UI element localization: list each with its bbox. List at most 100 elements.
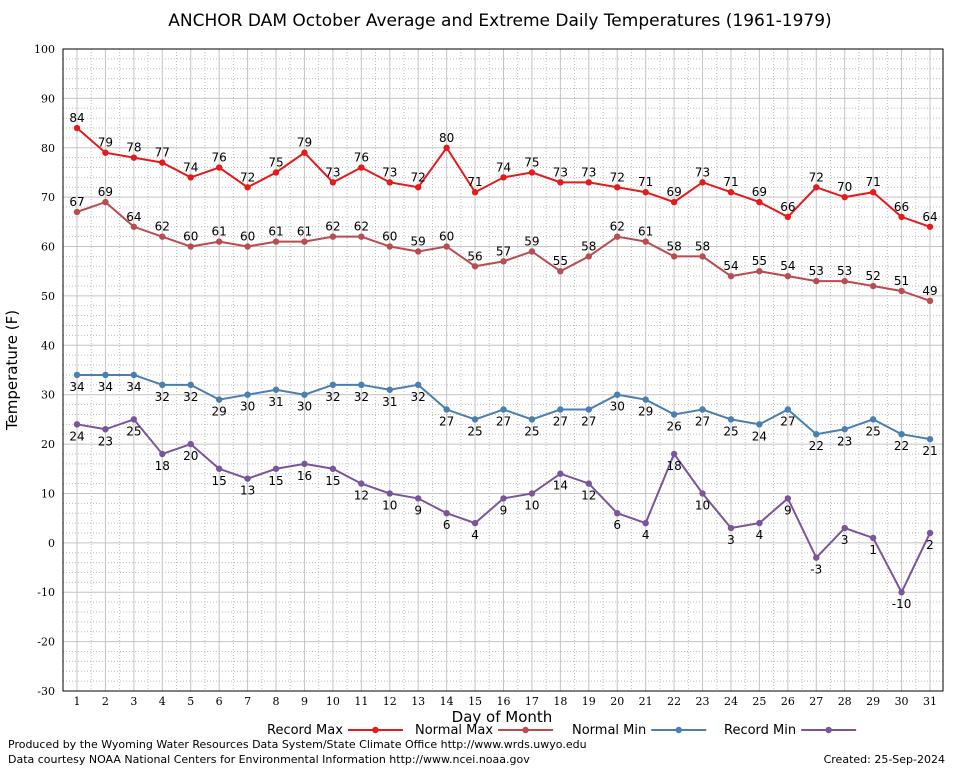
data-label: 9 (784, 503, 792, 517)
x-tick-label: 10 (326, 695, 340, 708)
data-point (614, 184, 621, 191)
data-label: 58 (581, 239, 596, 253)
data-point (841, 277, 848, 285)
data-label: 23 (98, 434, 113, 448)
data-label: 23 (837, 434, 852, 448)
data-point (670, 198, 678, 206)
x-tick-label: 23 (696, 695, 710, 708)
x-tick-label: 27 (809, 695, 823, 708)
data-label: 4 (642, 528, 650, 542)
data-point (272, 465, 280, 472)
data-label: 12 (581, 489, 596, 503)
data-point (926, 435, 934, 443)
data-point (727, 524, 735, 532)
x-axis-ticks: 1 2 3 4 5 6 7 8 9 10 11 12 13 14 15 16 17 18 19 20 21 22 23 24 2… (74, 695, 938, 708)
data-label: 27 (496, 415, 511, 429)
data-label: 54 (780, 259, 795, 273)
data-label: 34 (98, 380, 113, 394)
data-label: 32 (183, 390, 198, 404)
legend-swatch-marker (372, 726, 379, 734)
data-point (301, 238, 308, 245)
data-label: 60 (382, 230, 397, 244)
x-tick-label: 28 (838, 695, 852, 708)
data-point (500, 174, 507, 181)
data-point (159, 233, 166, 240)
x-tick-label: 6 (216, 695, 223, 708)
data-point (386, 490, 393, 497)
x-tick-label: 14 (440, 695, 454, 708)
x-tick-label: 16 (497, 695, 511, 708)
data-label: 62 (325, 220, 340, 234)
footer-created: Created: 25-Sep-2024 (824, 753, 945, 766)
x-tick-label: 3 (130, 695, 137, 708)
data-label: 29 (638, 405, 653, 419)
data-point (614, 233, 621, 240)
data-label: 49 (922, 284, 937, 298)
data-point (102, 149, 109, 156)
data-point (215, 396, 223, 403)
data-point (813, 431, 820, 438)
y-tick-label: 50 (41, 290, 55, 303)
data-label: 27 (695, 415, 710, 429)
data-label: 3 (841, 533, 849, 547)
x-tick-label: 1 (74, 695, 81, 708)
data-point (813, 184, 820, 191)
data-point (329, 381, 337, 389)
x-tick-label: 15 (468, 695, 482, 708)
data-label: 25 (524, 424, 539, 438)
data-label: 21 (922, 444, 937, 458)
data-label: 71 (723, 175, 738, 189)
data-point (898, 589, 905, 596)
data-label: 30 (610, 400, 625, 414)
data-point (471, 519, 479, 527)
data-point (358, 233, 365, 240)
data-point (244, 184, 251, 191)
plot-frame (62, 48, 944, 692)
data-label: 18 (155, 459, 170, 473)
x-tick-label: 11 (354, 695, 368, 708)
y-tick-label: 70 (41, 191, 55, 204)
data-point (585, 406, 592, 413)
data-label: 60 (240, 230, 255, 244)
data-point (415, 248, 422, 255)
data-point (415, 184, 422, 191)
data-label: 24 (69, 429, 84, 443)
data-point (329, 233, 337, 240)
data-point (159, 159, 166, 166)
data-label: 74 (496, 160, 511, 174)
data-point (557, 470, 564, 477)
footer-produced-by: Produced by the Wyoming Water Resources … (8, 738, 587, 751)
data-point (443, 406, 450, 413)
data-label: 15 (325, 474, 340, 488)
data-label: 79 (98, 136, 113, 150)
x-tick-label: 25 (752, 695, 766, 708)
data-point (386, 386, 393, 393)
y-axis-ticks: -30 -20 -10 0 10 20 30 40 50 60 70 80 90 100 (34, 43, 55, 698)
data-label: 78 (126, 141, 141, 155)
data-point (727, 416, 735, 423)
data-point (699, 253, 706, 260)
data-point (841, 193, 848, 201)
series-layer: 84 79 78 77 74 76 72 75 79 73 76 73 72 80 71 74 75 73 73 72… (69, 111, 937, 611)
data-label: 54 (723, 259, 738, 273)
data-point (642, 238, 649, 245)
data-label: 59 (411, 234, 426, 248)
data-point (187, 174, 194, 181)
data-point (215, 465, 223, 472)
data-point (187, 440, 194, 448)
data-label: 55 (553, 254, 568, 268)
data-point (159, 381, 166, 389)
data-label: 73 (695, 165, 710, 179)
data-label: 27 (780, 415, 795, 429)
data-point (215, 164, 223, 171)
data-point (358, 164, 365, 171)
data-point (869, 189, 877, 196)
data-label: 61 (297, 225, 312, 239)
data-label: 64 (922, 210, 937, 224)
legend-label: Normal Min (572, 723, 646, 738)
data-label: 69 (98, 185, 113, 199)
data-point (869, 534, 877, 542)
y-tick-label: -20 (37, 636, 55, 649)
data-label: 76 (212, 151, 227, 165)
data-label: 59 (524, 234, 539, 248)
